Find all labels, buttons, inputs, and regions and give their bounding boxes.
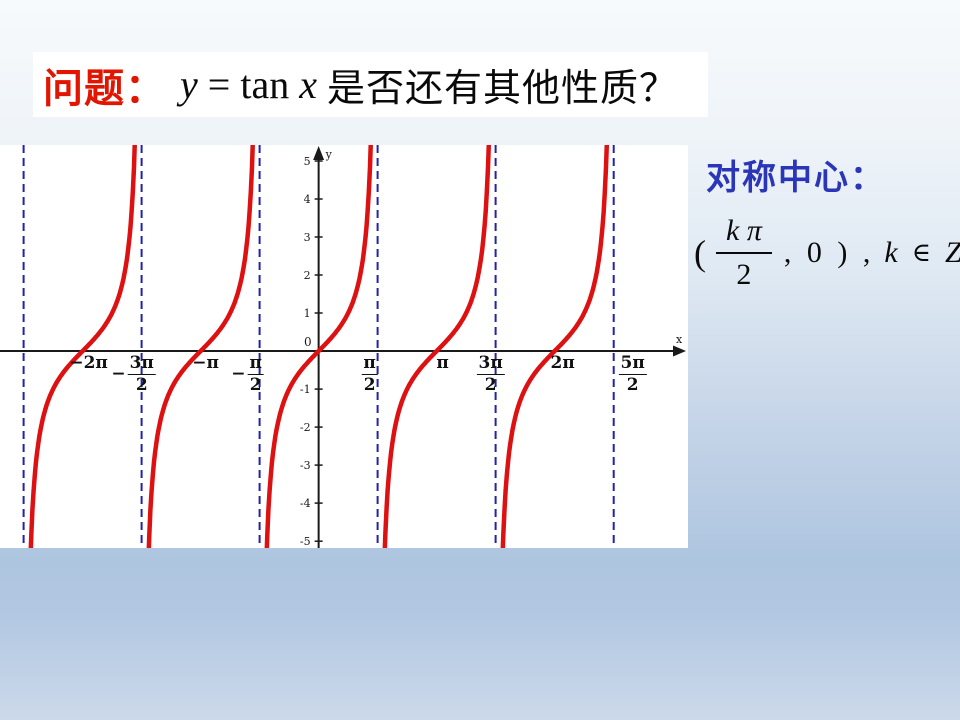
svg-text:1: 1 (304, 307, 311, 320)
svg-text:x: x (676, 333, 683, 346)
title-equation: y = tan x (180, 61, 317, 108)
svg-text:3: 3 (304, 231, 311, 244)
svg-text:-1: -1 (300, 383, 311, 396)
svg-text:-5: -5 (300, 535, 311, 548)
tangent-graph-panel: x y 0 5 4 3 2 1 -1 -2 -3 -4 -5 −2π −3π 2 −π − π 2 π 2 π 3π 2 2π 5… (0, 145, 688, 548)
svg-text:0: 0 (304, 335, 312, 349)
formula-mid: , 0 ) , (783, 236, 875, 269)
svg-text:4: 4 (304, 193, 311, 206)
formula-open-paren: ( (694, 233, 706, 273)
equation-eq-tan: = tan (197, 62, 300, 107)
question-text: 是否还有其他性质？ (326, 68, 678, 110)
formula-fraction: k π 2 (716, 214, 772, 292)
fraction-denominator: 2 (736, 258, 752, 291)
question-title-box: 问题： y = tan x 是否还有其他性质？ (33, 52, 708, 117)
svg-text:5: 5 (304, 155, 311, 168)
svg-text:-4: -4 (300, 497, 311, 510)
svg-text:-3: -3 (300, 459, 311, 472)
formula-z: Z (944, 236, 960, 269)
svg-text:2: 2 (304, 269, 311, 282)
question-label: 问题： (43, 65, 166, 111)
formula-k: k (884, 236, 898, 269)
tangent-graph: x y 0 5 4 3 2 1 -1 -2 -3 -4 -5 (0, 145, 686, 548)
fraction-numerator: k π (716, 214, 772, 254)
equation-y: y (180, 62, 198, 107)
equation-x: x (299, 62, 317, 107)
svg-text:-2: -2 (300, 421, 311, 434)
symmetry-center-formula: ( k π 2 , 0 ) , k ∈ Z (694, 212, 960, 294)
svg-text:y: y (325, 148, 333, 161)
element-of-symbol: ∈ (911, 238, 931, 267)
symmetry-center-heading: 对称中心： (706, 160, 886, 197)
